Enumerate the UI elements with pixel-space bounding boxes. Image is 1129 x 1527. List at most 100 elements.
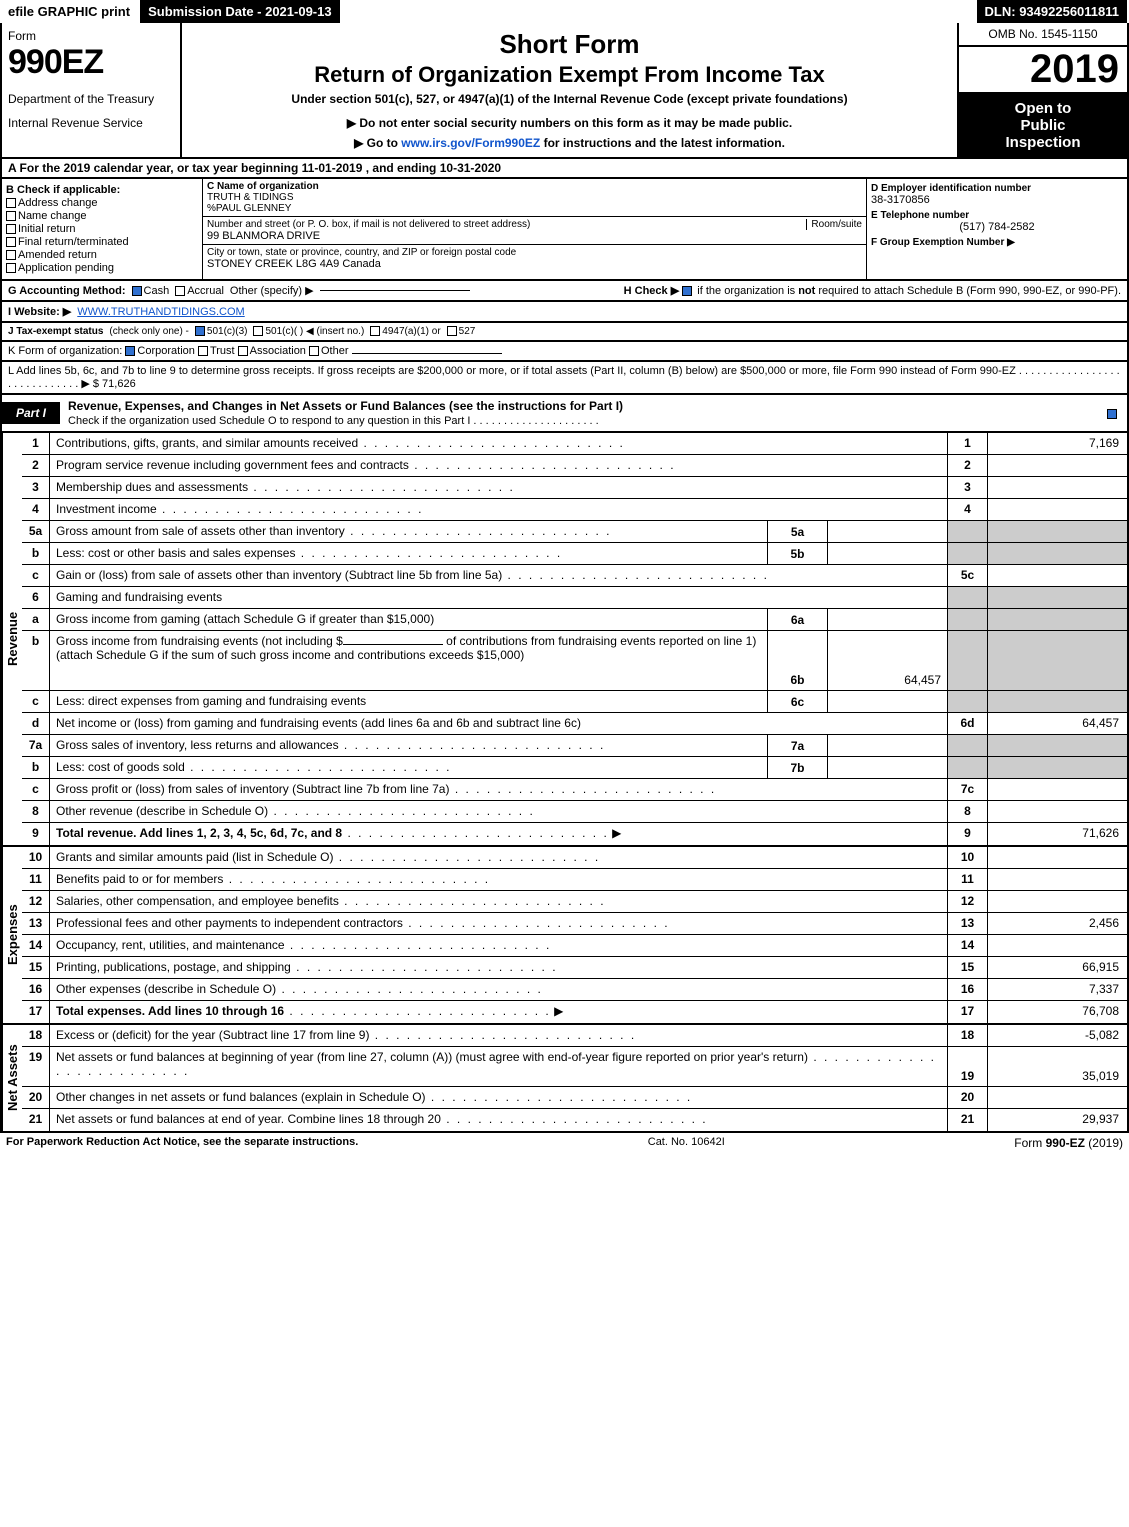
line-6c: cLess: direct expenses from gaming and f… [22, 691, 1127, 713]
chk-association[interactable]: Association [238, 345, 306, 357]
website-link[interactable]: WWW.TRUTHANDTIDINGS.COM [77, 306, 244, 318]
chk-501c3[interactable]: 501(c)(3) [195, 326, 248, 337]
i-label: I Website: ▶ [8, 305, 71, 318]
chk-name-change[interactable]: Name change [6, 210, 198, 222]
e-header: E Telephone number [871, 210, 1123, 221]
d-header: D Employer identification number [871, 183, 1123, 194]
form-label: Form [8, 29, 174, 43]
part-1-badge: Part I [2, 402, 60, 424]
chk-application-pending[interactable]: Application pending [6, 262, 198, 274]
part-1-table: Revenue 1Contributions, gifts, grants, a… [0, 433, 1129, 1133]
inspect-l1: Open to [963, 100, 1123, 117]
phone-value: (517) 784-2582 [871, 221, 1123, 233]
6b-amount-input[interactable] [343, 644, 443, 645]
line-5c: cGain or (loss) from sale of assets othe… [22, 565, 1127, 587]
line-19: 19Net assets or fund balances at beginni… [22, 1047, 1127, 1087]
line-4: 4Investment income4 [22, 499, 1127, 521]
addr-header: Number and street (or P. O. box, if mail… [207, 219, 806, 230]
val-6b: 64,457 [827, 631, 947, 690]
goto-link[interactable]: www.irs.gov/Form990EZ [401, 136, 540, 150]
chk-amended-return[interactable]: Amended return [6, 249, 198, 261]
chk-other-org[interactable]: Other [309, 345, 349, 357]
street-address: 99 BLANMORA DRIVE [207, 230, 862, 242]
h-txt2: required to attach Schedule B (Form 990,… [815, 285, 1121, 297]
other-specify: Other (specify) ▶ [230, 284, 314, 297]
chk-final-return[interactable]: Final return/terminated [6, 236, 198, 248]
val-16: 7,337 [987, 979, 1127, 1000]
header-center: Short Form Return of Organization Exempt… [182, 23, 957, 157]
section-b-checkboxes: B Check if applicable: Address change Na… [2, 179, 202, 279]
return-title: Return of Organization Exempt From Incom… [192, 62, 947, 88]
line-6b: bGross income from fundraising events (n… [22, 631, 1127, 691]
other-input[interactable] [320, 290, 470, 291]
line-8: 8Other revenue (describe in Schedule O)8 [22, 801, 1127, 823]
header-right: OMB No. 1545-1150 2019 Open to Public In… [957, 23, 1127, 157]
room-header: Room/suite [806, 219, 862, 230]
footer: For Paperwork Reduction Act Notice, see … [0, 1133, 1129, 1153]
chk-527[interactable]: 527 [447, 326, 476, 337]
val-18: -5,082 [987, 1025, 1127, 1046]
section-d-e-f: D Employer identification number 38-3170… [867, 179, 1127, 279]
chk-4947[interactable]: 4947(a)(1) or [370, 326, 440, 337]
h-txt1: if the organization is [697, 285, 798, 297]
val-7b [827, 757, 947, 778]
tax-year: 2019 [959, 47, 1127, 94]
val-9: 71,626 [987, 823, 1127, 845]
line-14: 14Occupancy, rent, utilities, and mainte… [22, 935, 1127, 957]
val-20 [987, 1087, 1127, 1108]
val-21: 29,937 [987, 1109, 1127, 1131]
form-number: 990EZ [8, 43, 174, 82]
other-org-input[interactable] [352, 353, 502, 354]
chk-trust[interactable]: Trust [198, 345, 235, 357]
expenses-section: Expenses 10Grants and similar amounts pa… [2, 847, 1127, 1025]
part-1-title: Revenue, Expenses, and Changes in Net As… [60, 395, 1099, 431]
val-5c [987, 565, 1127, 586]
net-assets-sidetab: Net Assets [2, 1025, 22, 1131]
val-1: 7,169 [987, 433, 1127, 454]
part-1-header: Part I Revenue, Expenses, and Changes in… [0, 395, 1129, 433]
val-2 [987, 455, 1127, 476]
k-label: K Form of organization: [8, 345, 122, 357]
line-17: 17Total expenses. Add lines 10 through 1… [22, 1001, 1127, 1023]
efile-label[interactable]: efile GRAPHIC print [0, 0, 140, 23]
line-5b: bLess: cost or other basis and sales exp… [22, 543, 1127, 565]
goto-post: for instructions and the latest informat… [540, 136, 785, 150]
h-label: H Check ▶ [624, 285, 680, 297]
line-2: 2Program service revenue including gover… [22, 455, 1127, 477]
city-value: STONEY CREEK L8G 4A9 Canada [207, 258, 862, 270]
revenue-section: Revenue 1Contributions, gifts, grants, a… [2, 433, 1127, 847]
line-15: 15Printing, publications, postage, and s… [22, 957, 1127, 979]
header-left: Form 990EZ Department of the Treasury In… [2, 23, 182, 157]
val-19: 35,019 [987, 1047, 1127, 1086]
chk-address-change[interactable]: Address change [6, 197, 198, 209]
line-3: 3Membership dues and assessments3 [22, 477, 1127, 499]
line-6: 6Gaming and fundraising events [22, 587, 1127, 609]
topbar: efile GRAPHIC print Submission Date - 20… [0, 0, 1129, 23]
val-11 [987, 869, 1127, 890]
chk-accrual[interactable]: Accrual [175, 285, 224, 297]
row-j-tax-exempt: J Tax-exempt status (check only one) - 5… [0, 323, 1129, 342]
org-name-1: TRUTH & TIDINGS [207, 192, 862, 203]
line-7c: cGross profit or (loss) from sales of in… [22, 779, 1127, 801]
form-header: Form 990EZ Department of the Treasury In… [0, 23, 1129, 159]
line-7b: bLess: cost of goods sold7b [22, 757, 1127, 779]
chk-501c[interactable]: 501(c)( ) ◀ (insert no.) [253, 326, 364, 337]
val-5b [827, 543, 947, 564]
inspect-l2: Public [963, 117, 1123, 134]
net-assets-section: Net Assets 18Excess or (deficit) for the… [2, 1025, 1127, 1131]
goto-line: ▶ Go to www.irs.gov/Form990EZ for instru… [192, 136, 947, 150]
line-7a: 7aGross sales of inventory, less returns… [22, 735, 1127, 757]
section-c-org: C Name of organization TRUTH & TIDINGS %… [202, 179, 867, 279]
chk-initial-return[interactable]: Initial return [6, 223, 198, 235]
val-15: 66,915 [987, 957, 1127, 978]
line-a-tax-year: A For the 2019 calendar year, or tax yea… [0, 159, 1129, 179]
row-i-website: I Website: ▶ WWW.TRUTHANDTIDINGS.COM [0, 302, 1129, 323]
chk-corporation[interactable]: Corporation [125, 345, 194, 357]
revenue-sidetab: Revenue [2, 433, 22, 845]
part-1-schedule-o-check[interactable] [1099, 402, 1127, 424]
dln: DLN: 93492256011811 [977, 0, 1129, 23]
val-3 [987, 477, 1127, 498]
ssn-notice: ▶ Do not enter social security numbers o… [192, 116, 947, 130]
chk-h[interactable] [682, 286, 692, 296]
chk-cash[interactable]: Cash [132, 285, 170, 297]
